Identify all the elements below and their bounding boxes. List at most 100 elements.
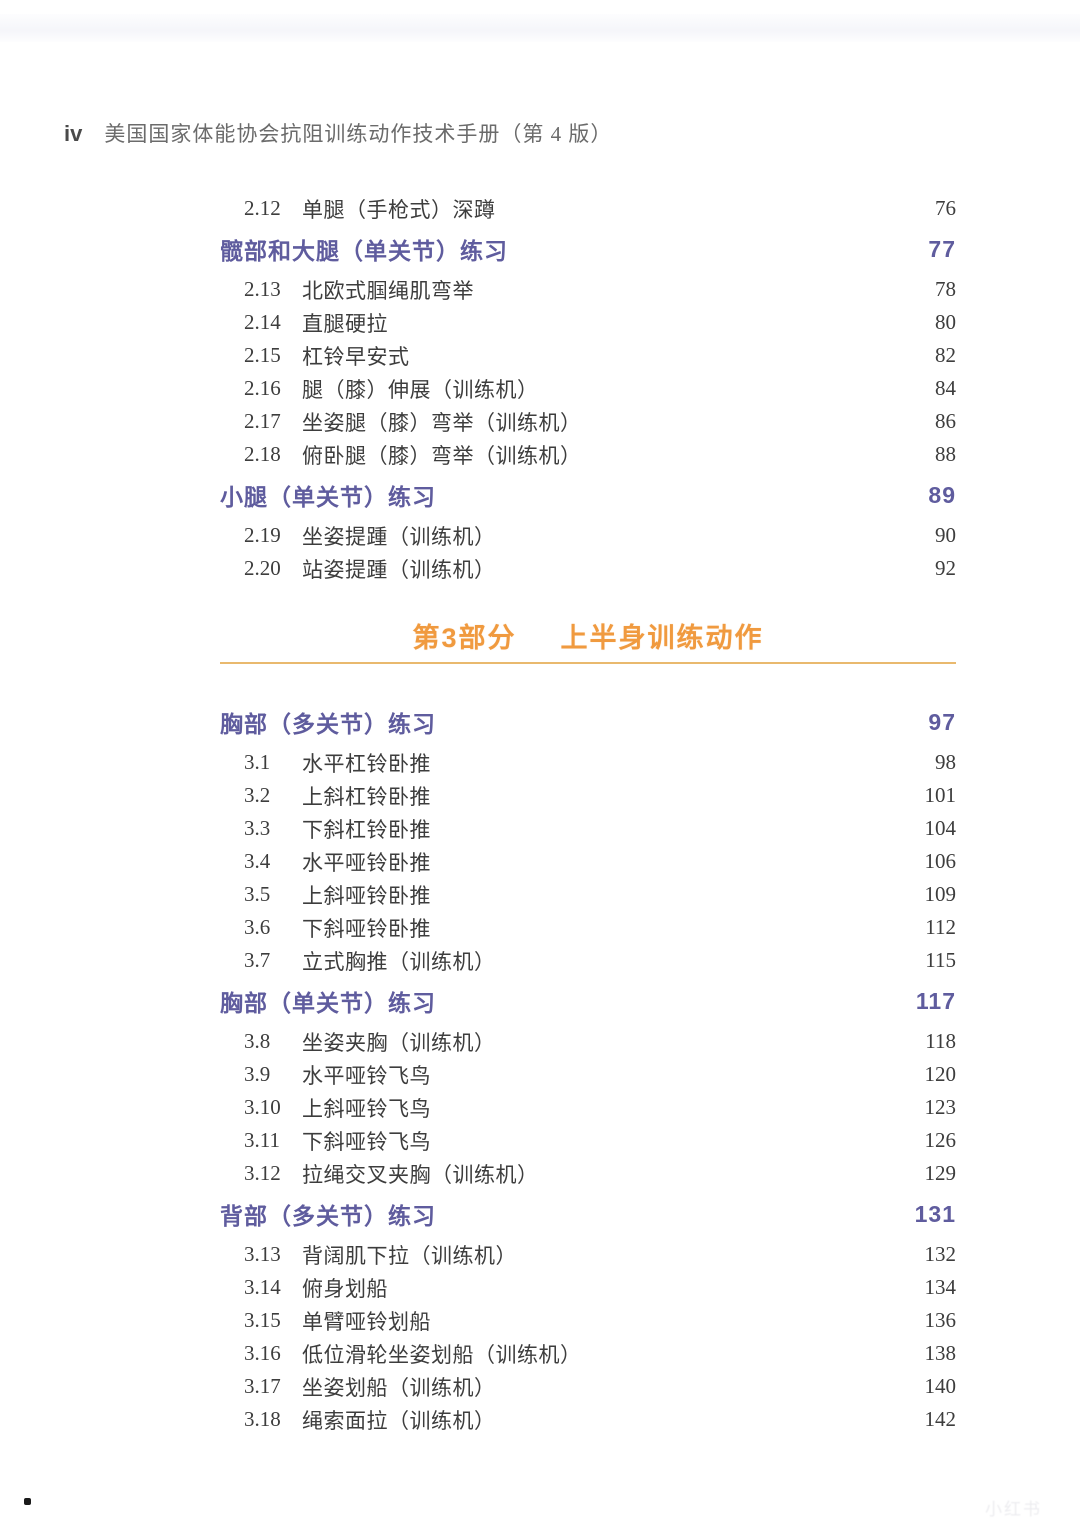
toc-entry-number: 2.18: [244, 442, 281, 466]
toc-entry-number: 2.12: [244, 196, 281, 220]
toc-entry-row: 3.18 绳索面拉（训练机） 142: [220, 1403, 956, 1436]
toc-entry-row: 3.15 单臂哑铃划船 136: [220, 1304, 956, 1337]
toc-entry-row: 2.12 单腿（手枪式）深蹲 76: [220, 192, 956, 225]
toc-entry-page-number: 80: [935, 310, 956, 334]
toc-entry-page-number: 84: [935, 376, 956, 400]
toc-section-row: 小腿（单关节）练习 89: [220, 471, 956, 519]
toc-entry-title: 下斜哑铃飞鸟: [302, 1129, 431, 1154]
toc-entry-row: 3.7 立式胸推（训练机） 115: [220, 944, 956, 977]
toc-entry-row: 3.2 上斜杠铃卧推 101: [220, 779, 956, 812]
toc-entry-page-number: 138: [924, 1341, 957, 1365]
toc-entry-number: 3.5: [244, 882, 271, 906]
toc-entry-number: 3.15: [244, 1308, 281, 1332]
toc-entry-row: 2.20 站姿提踵（训练机） 92: [220, 552, 956, 585]
toc-section-title: 胸部（多关节）练习: [220, 711, 436, 737]
toc-entry-number: 3.1: [244, 750, 271, 774]
toc-section-page-number: 77: [928, 235, 956, 262]
toc-entry-title: 坐姿腿（膝）弯举（训练机）: [302, 410, 582, 435]
toc-entry-title: 水平杠铃卧推: [302, 751, 431, 776]
toc-entry-title: 绳索面拉（训练机）: [302, 1408, 496, 1433]
toc-entry-row: 3.3 下斜杠铃卧推 104: [220, 812, 956, 845]
toc-entry-title: 站姿提踵（训练机）: [302, 557, 496, 582]
toc-entry-page-number: 115: [925, 948, 956, 972]
toc-entry-row: 2.14 直腿硬拉 80: [220, 306, 956, 339]
toc-entry-page-number: 90: [935, 523, 956, 547]
toc-entry-row: 2.17 坐姿腿（膝）弯举（训练机） 86: [220, 405, 956, 438]
toc-entry-number: 3.14: [244, 1275, 281, 1299]
toc-entry-row: 3.12 拉绳交叉夹胸（训练机） 129: [220, 1157, 956, 1190]
toc-entry-title: 下斜杠铃卧推: [302, 817, 431, 842]
corner-dot: [24, 1498, 31, 1505]
toc-section-row: 背部（多关节）练习 131: [220, 1190, 956, 1238]
toc-entry-title: 北欧式腘绳肌弯举: [302, 278, 474, 303]
toc-entry-title: 直腿硬拉: [302, 311, 388, 336]
toc-entry-number: 3.13: [244, 1242, 281, 1266]
toc-entry-row: 3.6 下斜哑铃卧推 112: [220, 911, 956, 944]
toc-entry-title: 腿（膝）伸展（训练机）: [302, 377, 539, 402]
toc-entry-number: 3.6: [244, 915, 271, 939]
toc-entry-row: 3.9 水平哑铃飞鸟 120: [220, 1058, 956, 1091]
folio-page-number: iv: [64, 121, 83, 146]
toc-entry-page-number: 88: [935, 442, 956, 466]
toc-entry-title: 杠铃早安式: [302, 344, 410, 369]
toc-entry-row: 3.10 上斜哑铃飞鸟 123: [220, 1091, 956, 1124]
toc-entry-row: 2.16 腿（膝）伸展（训练机） 84: [220, 372, 956, 405]
toc-entry-page-number: 140: [924, 1374, 957, 1398]
toc-entry-title: 俯身划船: [302, 1276, 388, 1301]
toc-entry-title: 低位滑轮坐姿划船（训练机）: [302, 1342, 582, 1367]
part-label: 第3部分: [412, 623, 517, 653]
toc-entry-number: 2.19: [244, 523, 281, 547]
part-title: 上半身训练动作: [560, 623, 764, 653]
toc-entry-title: 上斜杠铃卧推: [302, 784, 431, 809]
toc-entry-row: 3.16 低位滑轮坐姿划船（训练机） 138: [220, 1337, 956, 1370]
toc-entry-title: 拉绳交叉夹胸（训练机）: [302, 1162, 539, 1187]
toc-entry-page-number: 86: [935, 409, 956, 433]
toc-entry-row: 3.14 俯身划船 134: [220, 1271, 956, 1304]
toc-entry-number: 2.17: [244, 409, 281, 433]
toc-entry-number: 2.14: [244, 310, 281, 334]
toc-entry-title: 单腿（手枪式）深蹲: [302, 197, 496, 222]
toc-entry-title: 俯卧腿（膝）弯举（训练机）: [302, 443, 582, 468]
toc-entry-page-number: 118: [925, 1029, 956, 1053]
toc-entry-page-number: 129: [924, 1161, 957, 1185]
toc-entry-row: 2.19 坐姿提踵（训练机） 90: [220, 519, 956, 552]
toc-entry-page-number: 109: [924, 882, 957, 906]
toc-entry-title: 单臂哑铃划船: [302, 1309, 431, 1334]
toc-entry-row: 3.4 水平哑铃卧推 106: [220, 845, 956, 878]
toc-entry-page-number: 123: [924, 1095, 957, 1119]
toc-entry-number: 3.10: [244, 1095, 281, 1119]
toc-section-page-number: 131: [914, 1200, 956, 1227]
toc-entry-number: 3.7: [244, 948, 271, 972]
toc-entry-row: 3.17 坐姿划船（训练机） 140: [220, 1370, 956, 1403]
toc-entry-number: 3.12: [244, 1161, 281, 1185]
toc-entry-title: 水平哑铃卧推: [302, 850, 431, 875]
toc-entry-page-number: 120: [924, 1062, 957, 1086]
toc-section-page-number: 89: [928, 481, 956, 508]
toc-entry-row: 3.8 坐姿夹胸（训练机） 118: [220, 1025, 956, 1058]
toc-entry-page-number: 106: [924, 849, 957, 873]
toc-entry-row: 2.18 俯卧腿（膝）弯举（训练机） 88: [220, 438, 956, 471]
toc-section-title: 髋部和大腿（单关节）练习: [220, 238, 508, 264]
toc-section-row: 胸部（多关节）练习 97: [220, 698, 956, 746]
toc-entry-row: 2.15 杠铃早安式 82: [220, 339, 956, 372]
table-of-contents: 2.12 单腿（手枪式）深蹲 76 髋部和大腿（单关节）练习 77 2.13 北欧式腘绳肌弯…: [220, 192, 956, 1436]
toc-entry-title: 坐姿夹胸（训练机）: [302, 1030, 496, 1055]
toc-entry-page-number: 104: [924, 816, 957, 840]
toc-section-page-number: 117: [915, 987, 956, 1014]
toc-entry-row: 3.1 水平杠铃卧推 98: [220, 746, 956, 779]
toc-entry-title: 上斜哑铃卧推: [302, 883, 431, 908]
toc-section-title: 背部（多关节）练习: [220, 1203, 436, 1229]
toc-entry-page-number: 98: [935, 750, 956, 774]
toc-entry-page-number: 132: [924, 1242, 957, 1266]
part-divider: 第3部分 上半身训练动作: [220, 610, 956, 664]
toc-section-title: 胸部（单关节）练习: [220, 990, 436, 1016]
toc-entry-row: 3.11 下斜哑铃飞鸟 126: [220, 1124, 956, 1157]
toc-entry-number: 3.3: [244, 816, 271, 840]
watermark: 小红书: [985, 1500, 1042, 1519]
toc-entry-title: 立式胸推（训练机）: [302, 949, 496, 974]
scan-artifact-band: [0, 14, 1080, 42]
toc-entry-number: 2.20: [244, 556, 281, 580]
toc-entry-page-number: 78: [935, 277, 956, 301]
toc-section-row: 胸部（单关节）练习 117: [220, 977, 956, 1025]
toc-entry-page-number: 82: [935, 343, 956, 367]
